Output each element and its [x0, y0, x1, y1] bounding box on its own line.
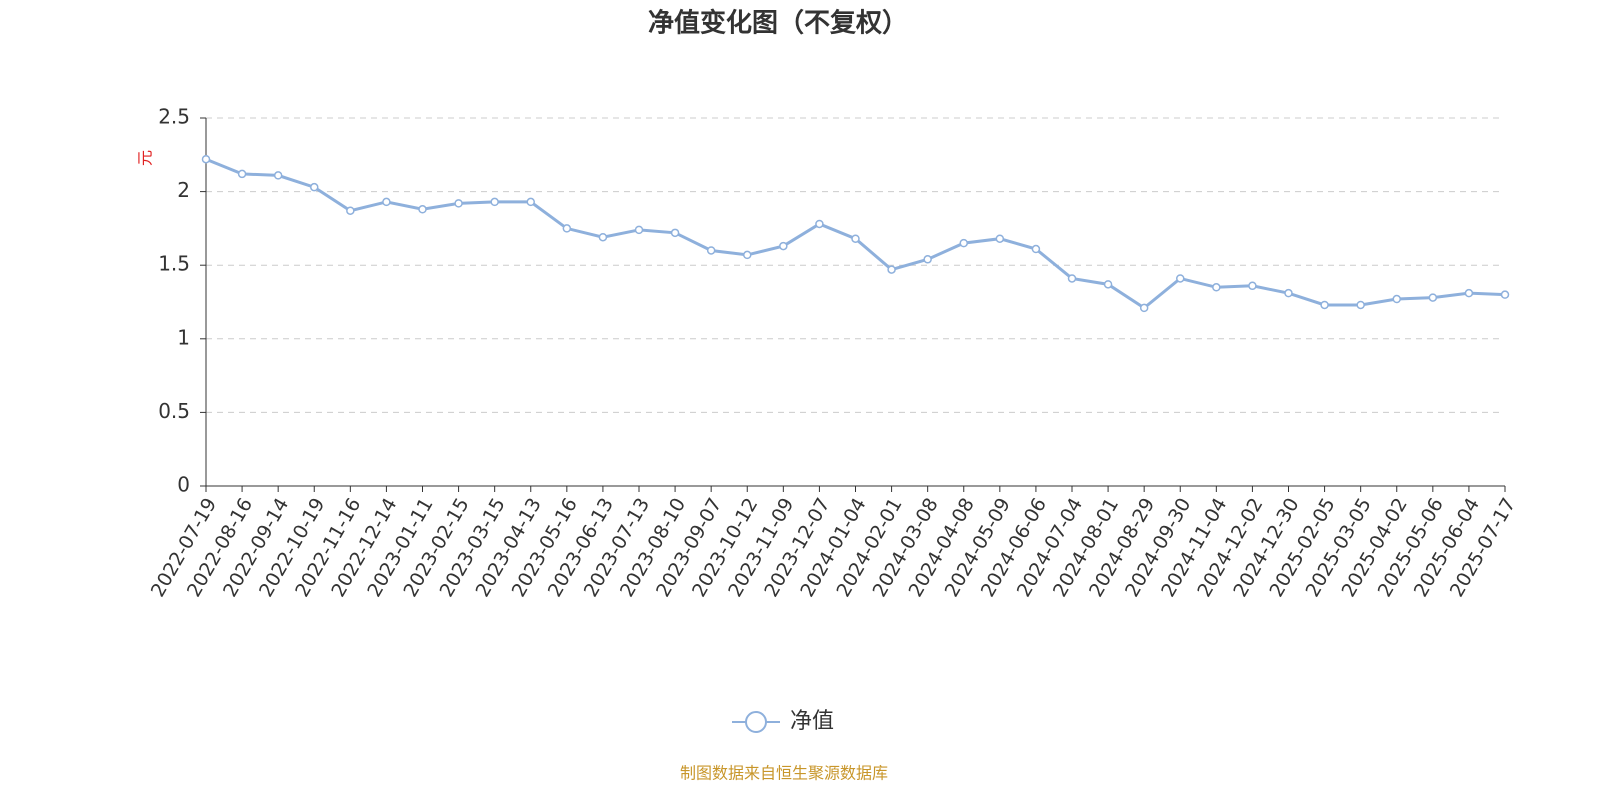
- point: [1428, 293, 1438, 302]
- point: [1320, 300, 1329, 310]
- point: [598, 232, 608, 242]
- y-tick-label: 1: [177, 325, 190, 349]
- point: [1031, 244, 1041, 254]
- point: [526, 197, 535, 207]
- point: [454, 199, 463, 208]
- y-tick-label: 2.5: [158, 105, 190, 129]
- point: [562, 224, 572, 233]
- point: [670, 228, 680, 238]
- point: [237, 169, 247, 179]
- point: [1284, 288, 1293, 298]
- legend-label: 净值: [790, 709, 834, 734]
- point: [1212, 283, 1221, 292]
- point: [634, 225, 644, 235]
- point: [923, 255, 932, 264]
- y-tick-label: 0: [177, 473, 190, 497]
- point: [346, 206, 355, 215]
- point: [382, 197, 391, 207]
- y-axis-label: 元: [136, 150, 155, 166]
- point: [1464, 288, 1474, 298]
- point: [418, 205, 427, 214]
- point: [1176, 274, 1185, 283]
- chart-title: 净值变化图（不复权）: [648, 8, 908, 39]
- point: [1248, 281, 1257, 291]
- point: [273, 171, 283, 180]
- point: [851, 234, 860, 243]
- point: [815, 219, 824, 229]
- point: [995, 234, 1005, 243]
- point: [201, 154, 211, 164]
- point: [887, 265, 896, 274]
- point: [1067, 274, 1077, 283]
- y-tick-label: 1.5: [158, 252, 190, 276]
- point: [310, 182, 319, 192]
- point: [743, 250, 752, 260]
- point: [1500, 290, 1510, 299]
- point: [1392, 294, 1401, 304]
- line-series: [205, 157, 1506, 310]
- point: [1356, 300, 1365, 310]
- point: [959, 238, 968, 248]
- legend-marker: [745, 711, 767, 733]
- point: [779, 241, 788, 251]
- point: [1103, 280, 1113, 289]
- point: [1139, 303, 1149, 313]
- point: [706, 246, 716, 255]
- source-note: 制图数据来自恒生聚源数据库: [680, 764, 888, 783]
- point: [490, 197, 499, 207]
- y-tick-label: 2: [177, 178, 190, 202]
- y-tick-label: 0.5: [158, 399, 190, 423]
